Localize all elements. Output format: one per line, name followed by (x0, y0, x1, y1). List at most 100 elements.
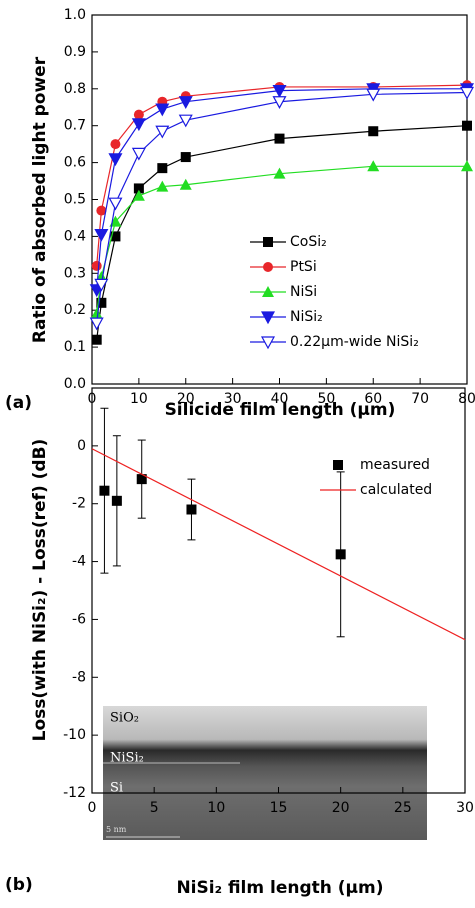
y-tick-label: 0.9 (64, 44, 86, 60)
marker (110, 139, 121, 150)
series-line (96, 88, 467, 290)
legend-marker (333, 460, 343, 470)
marker (132, 189, 145, 201)
y-tick-label: -12 (63, 785, 86, 801)
series-line (96, 91, 468, 324)
legend-marker (263, 262, 273, 272)
y-tick-label: 0.5 (64, 192, 86, 208)
y-tick-label: 0.7 (64, 118, 86, 134)
y-tick-label: 0.4 (64, 228, 86, 244)
inset-label: NiSi₂ (110, 751, 144, 766)
marker (131, 147, 146, 161)
legend-marker (260, 311, 276, 325)
marker (157, 163, 168, 174)
y-tick-label: 0 (77, 438, 86, 454)
marker (274, 133, 285, 144)
x-tick-label: 5 (150, 800, 159, 816)
legend-marker (263, 237, 273, 247)
marker (155, 103, 170, 117)
x-tick-label: 80 (458, 391, 475, 407)
x-tick-label: 20 (332, 800, 350, 816)
inset-image (103, 706, 427, 840)
marker (186, 504, 197, 515)
marker (178, 96, 193, 109)
marker (110, 231, 121, 242)
marker (108, 197, 123, 211)
y-tick-label: 0.1 (64, 339, 86, 355)
marker (99, 485, 110, 496)
legend-label: CoSi₂ (290, 234, 327, 250)
marker (133, 183, 144, 194)
marker (273, 167, 286, 179)
legend-label: NiSi₂ (290, 309, 323, 325)
marker (131, 118, 146, 132)
marker (179, 178, 192, 190)
y-tick-label: -8 (72, 669, 86, 685)
marker (89, 317, 104, 331)
series-line (91, 448, 466, 641)
marker (178, 114, 193, 128)
y-axis-title: Ratio of absorbed light power (30, 56, 50, 343)
x-tick-label: 30 (456, 800, 474, 816)
marker (156, 180, 169, 192)
legend-label: NiSi (290, 284, 317, 300)
marker (459, 86, 475, 100)
x-tick-label: 40 (271, 391, 289, 407)
inset-label: Si (110, 781, 123, 796)
x-axis-title: NiSi₂ film length (μm) (176, 878, 383, 898)
marker (133, 109, 144, 120)
marker (462, 120, 472, 131)
y-tick-label: -2 (72, 496, 86, 512)
x-tick-label: 25 (394, 800, 412, 816)
x-tick-label: 70 (411, 391, 429, 407)
x-tick-label: 10 (130, 391, 148, 407)
legend-label: 0.22μm-wide NiSi₂ (290, 334, 419, 350)
marker (368, 126, 379, 137)
legend-marker (260, 336, 276, 350)
marker (91, 260, 102, 271)
y-tick-label: 0.2 (64, 302, 86, 318)
marker (366, 88, 381, 102)
panel-label: (a) (5, 393, 32, 413)
marker (90, 307, 103, 319)
marker (461, 160, 473, 172)
legend-marker (262, 286, 274, 297)
marker (180, 152, 191, 163)
y-tick-label: 0.0 (64, 376, 86, 392)
marker (155, 125, 170, 139)
y-tick-label: 0.6 (64, 155, 86, 171)
x-axis-title: Silicide film length (μm) (165, 400, 396, 420)
plot-frame (91, 14, 468, 385)
y-tick-label: 0.8 (64, 81, 86, 97)
legend-label: measured (360, 457, 430, 473)
marker (136, 474, 147, 485)
legend-label: calculated (360, 482, 432, 498)
marker (367, 160, 380, 172)
x-tick-label: 20 (177, 391, 195, 407)
marker (96, 205, 107, 216)
inset-label: 5 nm (106, 825, 127, 834)
marker (94, 228, 109, 242)
y-tick-label: 1.0 (64, 7, 86, 23)
y-tick-label: 0.3 (64, 265, 86, 281)
x-tick-label: 10 (207, 800, 225, 816)
y-tick-label: -4 (72, 554, 86, 570)
series-line (96, 125, 468, 340)
marker (91, 334, 102, 345)
y-tick-label: -10 (63, 727, 86, 743)
y-tick-label: -6 (72, 611, 86, 627)
panel-label: (b) (5, 875, 33, 895)
y-axis-title: Loss(with NiSi₂) - Loss(ref) (dB) (30, 439, 50, 742)
marker (111, 495, 122, 506)
x-tick-label: 0 (88, 800, 97, 816)
x-tick-label: 50 (317, 391, 335, 407)
marker (108, 153, 123, 167)
legend-label: PtSi (290, 259, 317, 275)
x-tick-label: 15 (270, 800, 288, 816)
marker (96, 297, 107, 308)
marker (272, 96, 287, 109)
x-tick-label: 30 (224, 391, 242, 407)
x-tick-label: 60 (364, 391, 382, 407)
